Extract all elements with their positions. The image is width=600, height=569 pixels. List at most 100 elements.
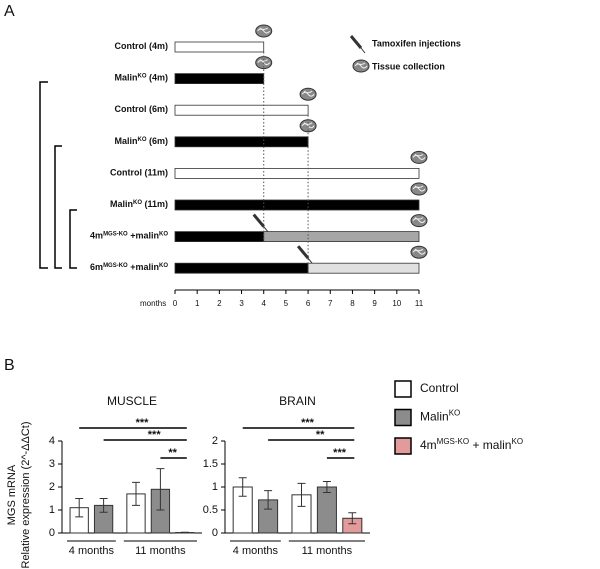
row-label: 4mMGS-KO +malinKO [90, 231, 168, 241]
y-axis-label: MGS mRNA [6, 464, 18, 525]
label-part: 4m [420, 438, 437, 452]
significance-label: *** [301, 417, 315, 429]
error-bar [348, 512, 357, 525]
label-part: Control (4m) [115, 41, 169, 51]
brain-fold [301, 90, 315, 97]
brain-fold [354, 62, 368, 69]
label-part: KO [137, 136, 146, 142]
y-tick-label: 3 [49, 458, 55, 470]
error-bar [264, 490, 273, 510]
label-part: Control (6m) [115, 105, 169, 115]
row-label: MalinKO (6m) [114, 136, 168, 146]
timeline-bar [174, 262, 309, 274]
injection-icon [296, 245, 313, 264]
error-bar [132, 481, 140, 506]
timeline-bar [174, 73, 265, 84]
x-tick-label: 6 [306, 299, 311, 308]
label-part: Malin [114, 73, 137, 83]
bracket [54, 145, 62, 269]
timeline-bar [174, 136, 309, 148]
timeline-bar [174, 199, 420, 211]
brain-fold [412, 153, 426, 160]
bar [316, 486, 337, 534]
label-part: Malin [420, 410, 449, 424]
panel-label: B [4, 357, 15, 374]
chart-title: MUSCLE [107, 394, 157, 408]
bracket [69, 209, 77, 269]
error-bar [156, 468, 165, 511]
group-label: 4 months [69, 545, 115, 557]
row-label: 6mMGS-KO +malinKO [90, 263, 168, 273]
y-tick-label: 0 [212, 527, 218, 539]
y-tick-label: 2 [49, 481, 55, 493]
brain-fold [412, 185, 426, 192]
brain-fold [412, 248, 426, 255]
legend-label: MalinKO [420, 408, 460, 424]
tissue-collection-icon [410, 150, 428, 164]
timeline-bar [263, 231, 420, 243]
label-part: KO [159, 231, 168, 237]
x-tick-label: 10 [392, 299, 401, 308]
y-axis-label: Relative expression (2^-ΔΔCt) [20, 421, 32, 568]
row-label: MalinKO (11m) [110, 199, 168, 209]
row-label: Control (11m) [110, 168, 168, 178]
legend-swatch [394, 408, 412, 427]
syringe-body [349, 35, 363, 49]
injection-icon [349, 35, 366, 54]
brain-fold [257, 27, 271, 34]
y-tick-label: 1 [49, 504, 55, 516]
group-label: 11 months [302, 545, 353, 557]
x-tick-label: 3 [239, 299, 244, 308]
tissue-collection-icon [352, 59, 370, 73]
x-tick-label: 4 [262, 299, 267, 308]
label-part: Malin [110, 199, 133, 209]
label-part: KO [137, 73, 146, 79]
label-part: KO [133, 200, 142, 206]
label-part: (4m) [146, 73, 168, 83]
row-label: Control (6m) [115, 105, 169, 115]
label-part: KO [511, 437, 523, 446]
label-part: MGS-KO [437, 437, 469, 446]
bracket [39, 81, 48, 269]
timeline-bar [307, 262, 420, 274]
syringe-needle [307, 257, 313, 264]
syringe-body [296, 245, 310, 260]
significance-label: ** [168, 447, 177, 459]
legend-swatch [394, 380, 412, 398]
label-part: 4m [90, 231, 103, 241]
x-tick-label: 11 [415, 299, 424, 308]
x-tick-label: 7 [328, 299, 333, 308]
row-label: Control (4m) [115, 41, 169, 51]
x-tick-label: 5 [284, 299, 289, 308]
label-part: +malin [128, 231, 159, 241]
significance-label: ** [316, 429, 325, 441]
syringe-needle [263, 226, 269, 232]
significance-label: *** [148, 429, 162, 441]
tissue-collection-icon [299, 87, 317, 101]
label-part: KO [449, 408, 461, 417]
label-part: MGS-KO [103, 231, 128, 237]
injection-icon [252, 213, 269, 232]
y-tick-label: 1 [212, 481, 218, 493]
x-tick-label: 0 [173, 299, 178, 308]
row-label: MalinKO (4m) [114, 73, 168, 83]
error-bar [99, 498, 108, 513]
timeline-bar [174, 167, 420, 179]
y-tick-label: 0.5 [203, 504, 218, 516]
x-tick-label: 9 [372, 299, 377, 308]
label-part: KO [159, 263, 168, 269]
timeline-bar [174, 41, 265, 53]
error-bar [75, 498, 84, 518]
label-part: Control (11m) [110, 168, 168, 178]
error-bar [297, 482, 306, 507]
label-part: (11m) [142, 199, 168, 209]
timeline-bar [174, 104, 309, 116]
tissue-collection-icon [410, 214, 428, 228]
label-part: Control [420, 381, 459, 395]
error-bar [238, 477, 247, 497]
y-tick-label: 1.5 [203, 458, 218, 470]
label-part: +malin [128, 263, 159, 273]
chart-title: BRAIN [279, 394, 316, 408]
label-part: Malin [114, 136, 137, 146]
